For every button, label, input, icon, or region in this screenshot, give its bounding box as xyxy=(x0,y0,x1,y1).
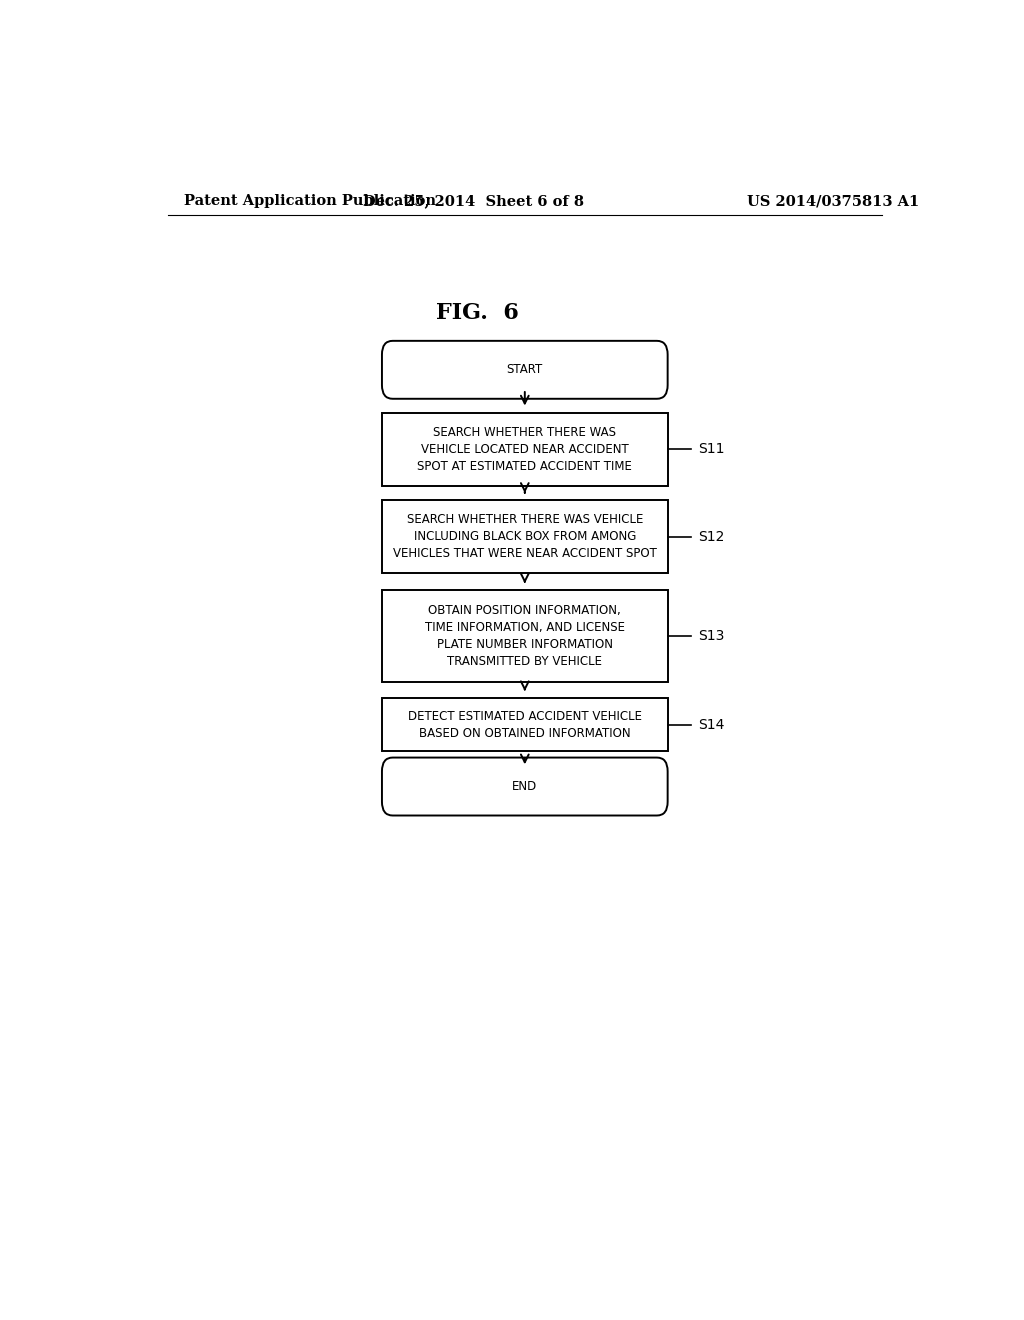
Text: S14: S14 xyxy=(697,718,724,731)
Text: SEARCH WHETHER THERE WAS
VEHICLE LOCATED NEAR ACCIDENT
SPOT AT ESTIMATED ACCIDEN: SEARCH WHETHER THERE WAS VEHICLE LOCATED… xyxy=(418,425,632,473)
Text: OBTAIN POSITION INFORMATION,
TIME INFORMATION, AND LICENSE
PLATE NUMBER INFORMAT: OBTAIN POSITION INFORMATION, TIME INFORM… xyxy=(425,605,625,668)
Text: US 2014/0375813 A1: US 2014/0375813 A1 xyxy=(748,194,920,209)
Text: S12: S12 xyxy=(697,529,724,544)
Text: FIG.  6: FIG. 6 xyxy=(436,302,518,323)
Text: S11: S11 xyxy=(697,442,724,457)
Text: Patent Application Publication: Patent Application Publication xyxy=(183,194,435,209)
Bar xyxy=(382,698,668,751)
Bar xyxy=(382,500,668,573)
Text: DETECT ESTIMATED ACCIDENT VEHICLE
BASED ON OBTAINED INFORMATION: DETECT ESTIMATED ACCIDENT VEHICLE BASED … xyxy=(408,710,642,739)
Text: END: END xyxy=(512,780,538,793)
Bar xyxy=(382,590,668,682)
Bar xyxy=(382,413,668,486)
FancyBboxPatch shape xyxy=(382,341,668,399)
Text: SEARCH WHETHER THERE WAS VEHICLE
INCLUDING BLACK BOX FROM AMONG
VEHICLES THAT WE: SEARCH WHETHER THERE WAS VEHICLE INCLUDI… xyxy=(393,513,656,560)
Text: Dec. 25, 2014  Sheet 6 of 8: Dec. 25, 2014 Sheet 6 of 8 xyxy=(362,194,584,209)
Text: START: START xyxy=(507,363,543,376)
FancyBboxPatch shape xyxy=(382,758,668,816)
Text: S13: S13 xyxy=(697,630,724,643)
